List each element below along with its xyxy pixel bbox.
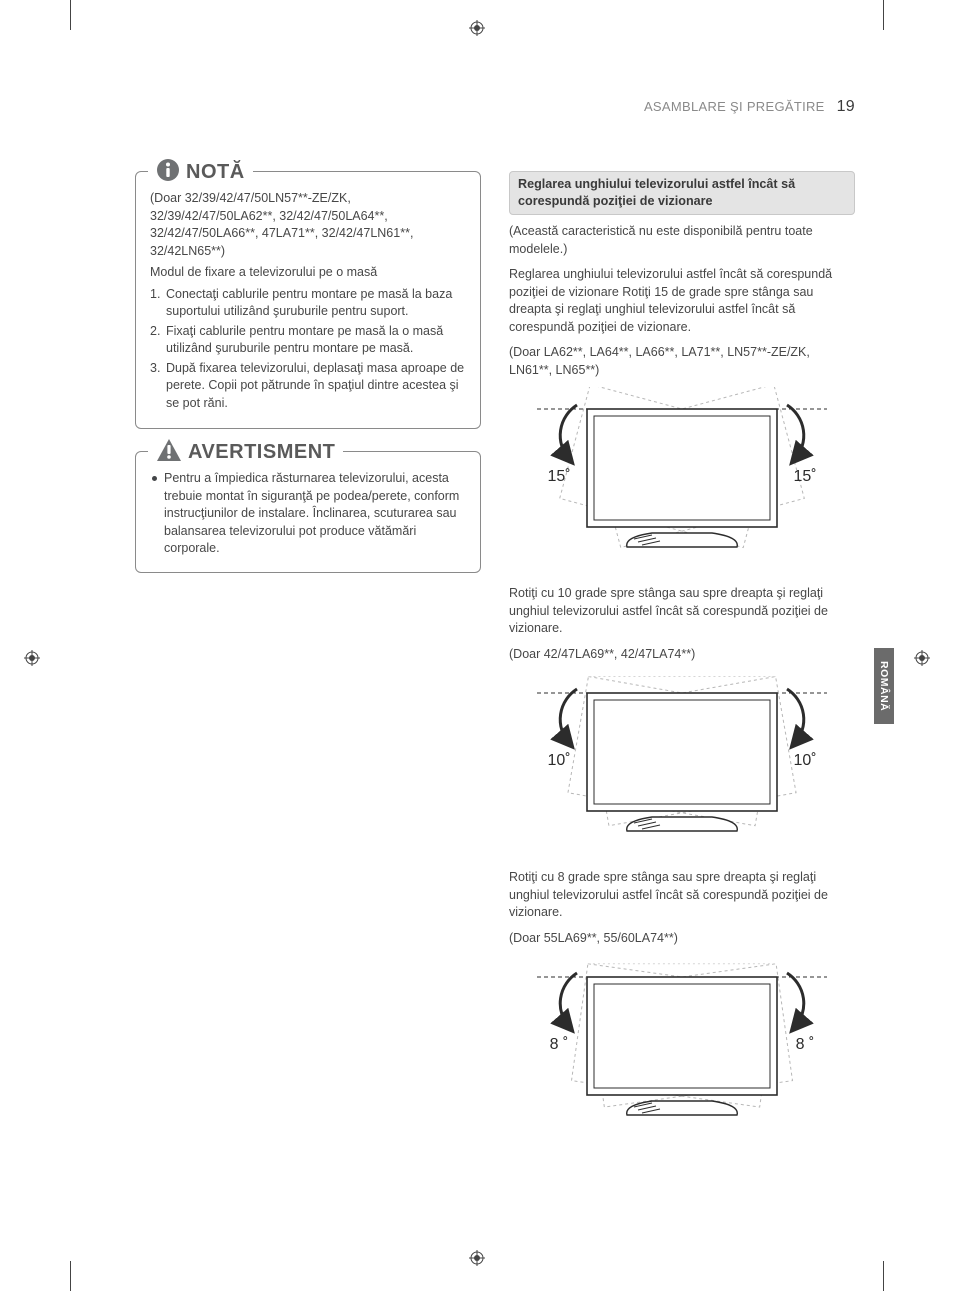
- warning-title: AVERTISMENT: [188, 441, 335, 464]
- svg-text:8 ˚: 8 ˚: [550, 1036, 569, 1053]
- swivel-diagram-10: 10˚ 10˚: [509, 671, 855, 851]
- swivel-models-10: (Doar 42/47LA69**, 42/47LA74**): [509, 646, 855, 664]
- note-box: NOTĂ (Doar 32/39/42/47/50LN57**-ZE/ZK, 3…: [135, 171, 481, 429]
- note-models: (Doar 32/39/42/47/50LN57**-ZE/ZK, 32/39/…: [150, 190, 466, 260]
- warning-icon: [156, 438, 182, 467]
- crop-mark: [883, 0, 884, 30]
- registration-mark-icon: [469, 20, 485, 41]
- right-column: Reglarea unghiului televizorului astfel …: [509, 171, 855, 1153]
- note-step: Conectaţi cablurile pentru montare pe ma…: [150, 286, 466, 321]
- language-tab: ROMÂNĂ: [874, 648, 894, 724]
- swivel-models-15: (Doar LA62**, LA64**, LA66**, LA71**, LN…: [509, 344, 855, 379]
- crop-mark: [70, 1261, 71, 1291]
- svg-text:10˚: 10˚: [547, 752, 570, 769]
- swivel-diagram-8: 8 ˚ 8 ˚: [509, 955, 855, 1135]
- svg-text:8 ˚: 8 ˚: [796, 1036, 815, 1053]
- swivel-para-8: Rotiţi cu 8 grade spre stânga sau spre d…: [509, 869, 855, 922]
- registration-mark-icon: [914, 650, 930, 671]
- swivel-diagram-15: 15˚ 15˚: [509, 387, 855, 567]
- swivel-para-15: Reglarea unghiului televizorului astfel …: [509, 266, 855, 336]
- note-steps: Conectaţi cablurile pentru montare pe ma…: [150, 286, 466, 413]
- language-label: ROMÂNĂ: [878, 661, 890, 711]
- note-step: După fixarea televizorului, deplasaţi ma…: [150, 360, 466, 413]
- swivel-disclaimer: (Această caracteristică nu este disponib…: [509, 223, 855, 258]
- crop-mark: [70, 0, 71, 30]
- registration-mark-icon: [24, 650, 40, 671]
- warning-list: Pentru a împiedica răsturnarea televizor…: [150, 470, 466, 558]
- info-icon: [156, 158, 180, 187]
- content: ASAMBLARE ŞI PREGĂTIRE 19 NOTĂ (Doar 32/…: [135, 98, 855, 1153]
- note-step: Fixaţi cablurile pentru montare pe masă …: [150, 323, 466, 358]
- svg-text:15˚: 15˚: [793, 468, 816, 485]
- note-intro: Modul de fixare a televizorului pe o mas…: [150, 264, 466, 282]
- svg-text:10˚: 10˚: [793, 752, 816, 769]
- registration-mark-icon: [469, 1250, 485, 1271]
- swivel-para-10: Rotiţi cu 10 grade spre stânga sau spre …: [509, 585, 855, 638]
- swivel-heading: Reglarea unghiului televizorului astfel …: [509, 171, 855, 215]
- page: ROMÂNĂ ASAMBLARE ŞI PREGĂTIRE 19 NOTĂ (D…: [0, 0, 954, 1291]
- warning-bullet: Pentru a împiedica răsturnarea televizor…: [150, 470, 466, 558]
- crop-mark: [883, 1261, 884, 1291]
- warning-box: AVERTISMENT Pentru a împiedica răsturnar…: [135, 451, 481, 573]
- section-title: ASAMBLARE ŞI PREGĂTIRE: [644, 99, 825, 114]
- note-title: NOTĂ: [186, 161, 245, 184]
- left-column: NOTĂ (Doar 32/39/42/47/50LN57**-ZE/ZK, 3…: [135, 171, 481, 1153]
- running-header: ASAMBLARE ŞI PREGĂTIRE 19: [135, 98, 855, 116]
- svg-text:15˚: 15˚: [547, 468, 570, 485]
- page-number: 19: [837, 98, 855, 115]
- swivel-models-8: (Doar 55LA69**, 55/60LA74**): [509, 930, 855, 948]
